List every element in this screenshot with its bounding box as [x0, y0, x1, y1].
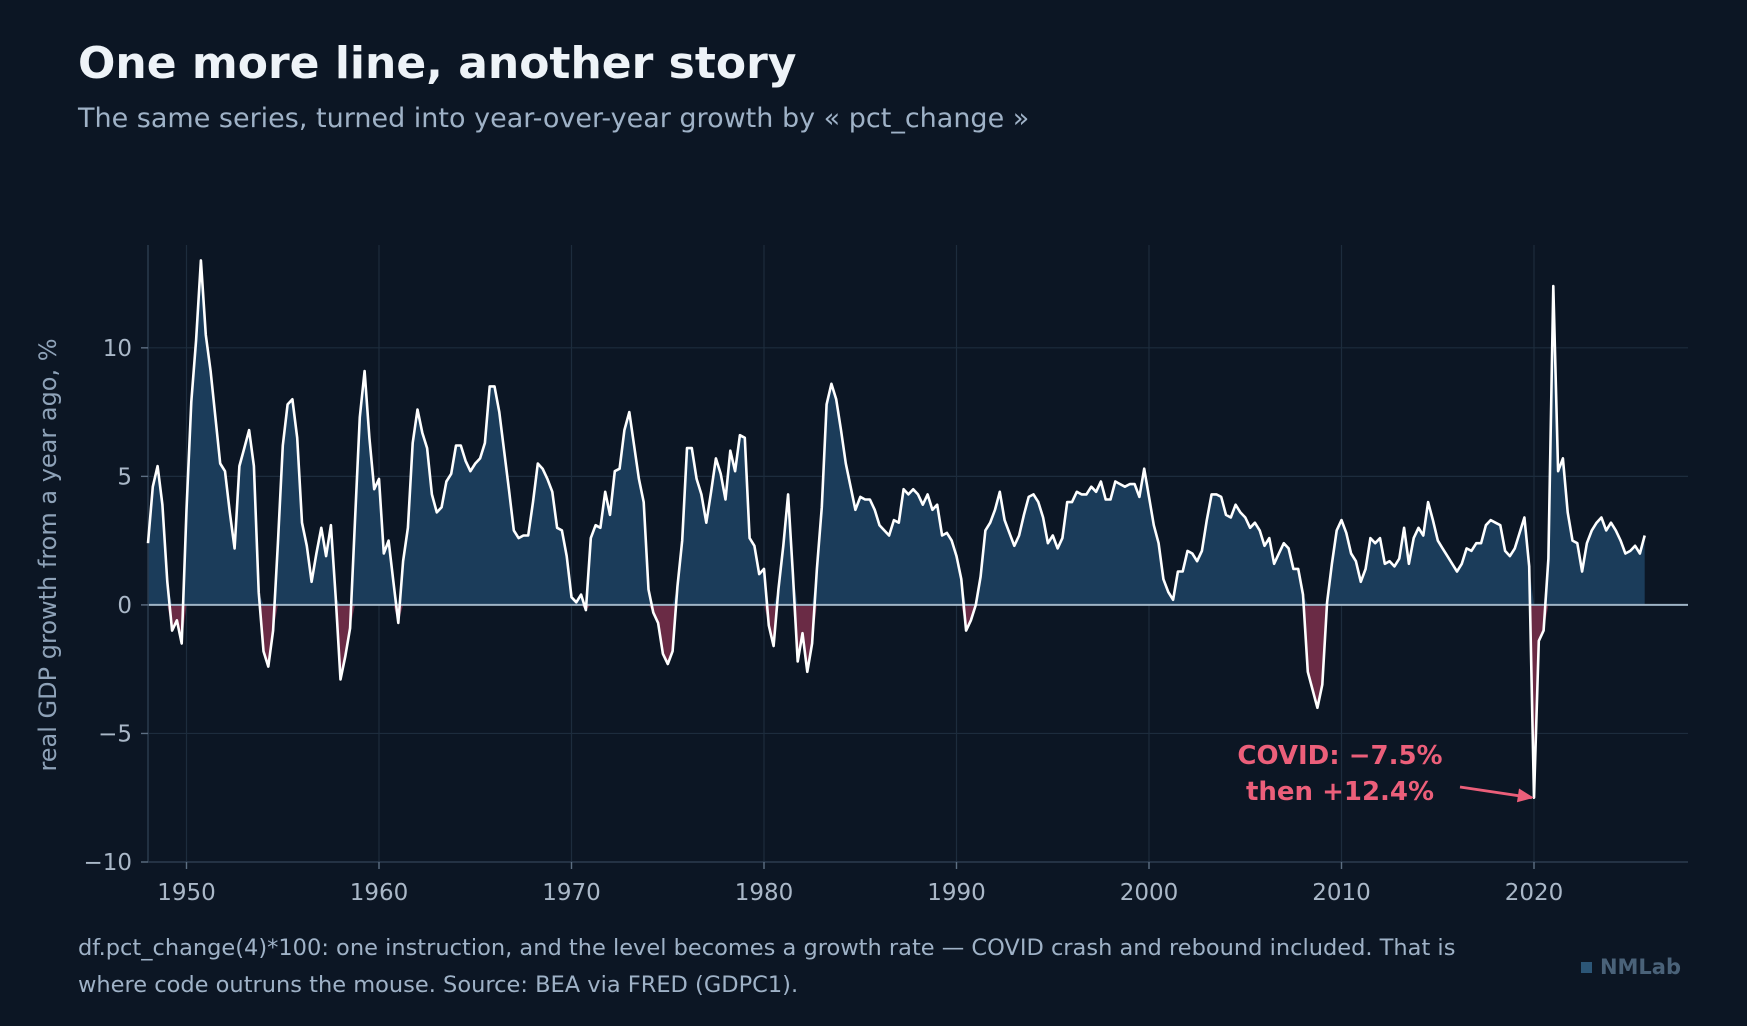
annotation-arrow-head: [1516, 788, 1534, 803]
chart-subtitle: The same series, turned into year-over-y…: [78, 103, 1030, 134]
x-tick-label: 2010: [1312, 880, 1371, 906]
x-tick-label: 2020: [1505, 880, 1564, 906]
y-axis-ticks: 10 5 0 −5 −10: [83, 336, 148, 876]
annotation-line-1: COVID: −7.5%: [1237, 741, 1442, 771]
x-axis-ticks: 1950 1960 1970 1980 1990 2000 2010 2020: [157, 862, 1563, 906]
x-tick-label: 1960: [350, 880, 409, 906]
x-tick-label: 1990: [927, 880, 986, 906]
area-fills: [148, 260, 1645, 798]
y-tick-label: 5: [117, 464, 132, 490]
x-tick-label: 1970: [542, 880, 601, 906]
x-tick-label: 2000: [1120, 880, 1179, 906]
brand-label: NMLab: [1599, 955, 1681, 979]
series-line: [146, 259, 1646, 799]
chart-title: One more line, another story: [78, 38, 797, 89]
y-tick-label: 0: [117, 593, 132, 619]
brand-square-icon: [1580, 961, 1592, 973]
annotation-line-2: then +12.4%: [1246, 777, 1434, 807]
y-tick-label: −5: [98, 721, 132, 747]
y-tick-label: 10: [103, 336, 132, 362]
covid-annotation: COVID: −7.5% then +12.4%: [1237, 741, 1534, 807]
footer-note: df.pct_change(4)*100: one instruction, a…: [78, 935, 1456, 998]
y-tick-label: −10: [83, 850, 132, 876]
y-axis-label: real GDP growth from a year ago, %: [34, 338, 62, 771]
x-tick-label: 1980: [735, 880, 794, 906]
positive-area: [148, 260, 1645, 605]
series-line-group: [146, 259, 1646, 799]
x-tick-label: 1950: [157, 880, 216, 906]
brand-logo: NMLab: [1580, 955, 1681, 979]
